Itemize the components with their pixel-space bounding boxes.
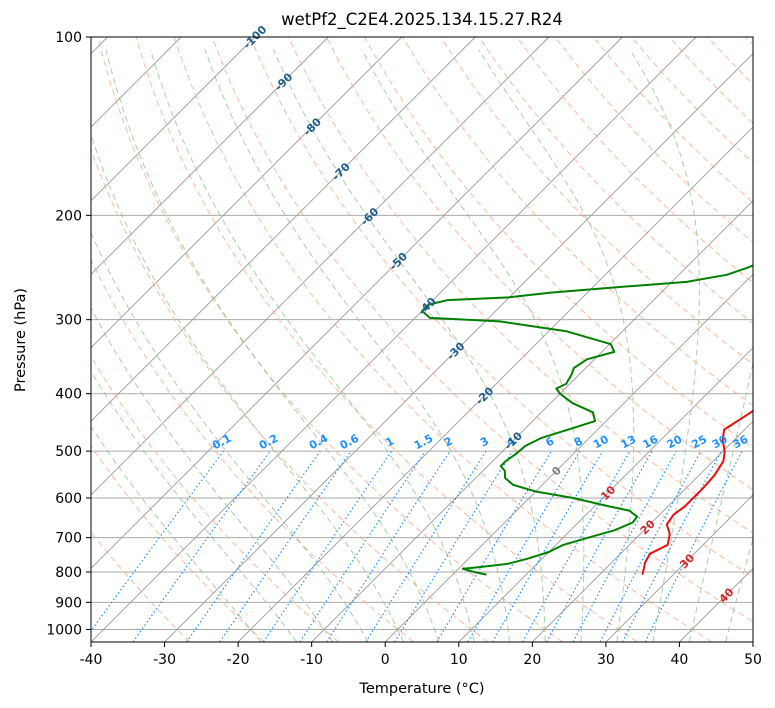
y-tick-label: 300 xyxy=(55,313,82,329)
x-tick-label: -20 xyxy=(227,652,250,668)
moist-adiabat xyxy=(91,370,298,642)
mixing-ratio-label: 16 xyxy=(641,433,661,452)
moist-adiabat xyxy=(91,425,262,642)
mixing-ratio-line xyxy=(521,450,631,642)
y-tick-label: 100 xyxy=(55,30,82,46)
mixing-ratio-label: 13 xyxy=(619,433,639,452)
x-tick-label: 10 xyxy=(450,652,468,668)
moist-adiabat xyxy=(629,49,700,642)
y-tick-label: 400 xyxy=(55,387,82,403)
mixing-ratio-label: 10 xyxy=(591,433,611,452)
moist-adiabat xyxy=(91,231,369,642)
isotherm-line xyxy=(384,273,753,642)
mixing-ratio-line xyxy=(644,450,743,642)
x-tick-label: -30 xyxy=(153,652,176,668)
x-axis-title: Temperature (°C) xyxy=(358,681,484,697)
y-tick-label: 700 xyxy=(55,531,82,547)
x-tick-label: 30 xyxy=(597,652,615,668)
mixing-ratio-line xyxy=(132,450,271,642)
chart-title: wetPf2_C2E4.2025.134.15.27.R24 xyxy=(281,10,563,30)
y-axis-title: Pressure (hPa) xyxy=(13,288,29,392)
isotherm-line xyxy=(91,37,697,642)
mixing-ratio-label: 25 xyxy=(689,433,709,452)
y-tick-label: 800 xyxy=(55,565,82,581)
isotherm-line xyxy=(91,37,476,422)
isotherm-line xyxy=(164,52,753,642)
mixing-ratio-line xyxy=(546,450,653,642)
moist-adiabat xyxy=(204,49,511,642)
dry-adiabat xyxy=(91,355,340,642)
dewpoint-profile xyxy=(421,264,753,576)
moist-adiabat xyxy=(361,49,585,642)
mixing-ratio-line xyxy=(394,450,514,642)
isotherm-line xyxy=(91,37,403,349)
x-tick-label: 0 xyxy=(381,652,390,668)
dry-adiabat xyxy=(287,37,753,534)
isotherm-line xyxy=(91,37,329,275)
y-tick-label: 900 xyxy=(55,595,82,611)
dry-adiabat xyxy=(249,37,753,578)
moist-adiabat xyxy=(91,133,405,642)
mixing-ratio-line xyxy=(326,450,451,642)
axes: -40 -30 -20 -10 0 10 20 30 40 50 100 200 300 400 500 60… xyxy=(46,30,762,668)
x-tick-label: 40 xyxy=(671,652,689,668)
moist-adiabat xyxy=(273,49,546,642)
x-tick-label: -40 xyxy=(80,652,103,668)
mixing-ratio-line xyxy=(186,450,321,642)
dry-adiabat xyxy=(97,37,563,642)
x-tick-label: 20 xyxy=(523,652,541,668)
isotherm-line xyxy=(237,126,753,642)
dry-adiabat xyxy=(173,37,713,642)
mixing-ratio-line xyxy=(219,450,352,642)
mixing-ratio-label: 30 xyxy=(710,433,730,452)
mixing-ratio-label: 20 xyxy=(665,433,685,452)
background-grid xyxy=(91,37,753,642)
y-tick-label: 500 xyxy=(55,444,82,460)
isotherm-line xyxy=(91,37,623,570)
moist-adiabat xyxy=(150,49,475,642)
isotherm-line xyxy=(605,494,753,642)
dry-adiabat xyxy=(91,258,414,642)
moist-adiabat xyxy=(725,536,753,642)
plot-frame xyxy=(90,36,754,643)
temperature-profile xyxy=(641,409,753,575)
mixing-ratio-line xyxy=(91,450,224,632)
y-tick-label: 200 xyxy=(55,208,82,224)
mixing-ratio-label: 36 xyxy=(731,433,751,452)
dry-adiabat xyxy=(135,37,638,642)
moist-adiabat xyxy=(91,307,334,642)
isotherm-line xyxy=(91,37,256,202)
isotherm-line xyxy=(531,420,753,642)
isotherm-line xyxy=(91,37,550,496)
y-tick-label: 1000 xyxy=(46,622,82,638)
moist-adiabat xyxy=(688,360,753,642)
series-layer xyxy=(421,264,753,576)
mixing-ratio-line xyxy=(299,450,426,642)
dry-adiabat xyxy=(91,445,265,642)
x-tick-label: 50 xyxy=(744,652,762,668)
moist-adiabat xyxy=(478,49,635,642)
dry-adiabat xyxy=(211,37,753,623)
y-tick-label: 600 xyxy=(55,491,82,507)
dry-adiabat xyxy=(326,37,753,491)
mixing-ratio-line xyxy=(572,450,677,642)
isotherm-line xyxy=(458,347,753,642)
mixing-ratio-line xyxy=(262,450,392,642)
x-tick-label: -10 xyxy=(300,652,323,668)
